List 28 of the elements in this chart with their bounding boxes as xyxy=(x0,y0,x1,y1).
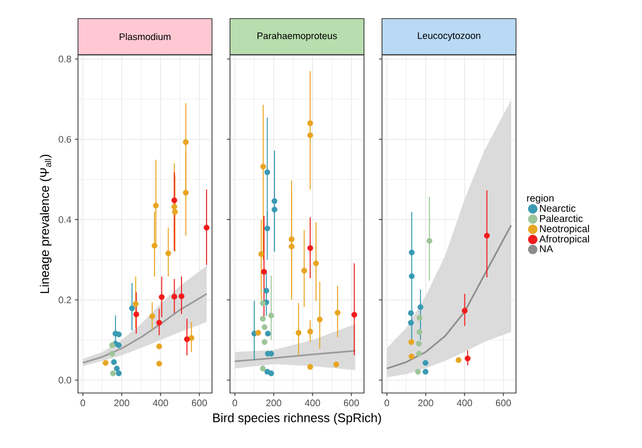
legend-label: NA xyxy=(540,245,554,252)
x-tick-label: 0 xyxy=(80,400,86,406)
x-tick-label: 400 xyxy=(152,400,168,406)
legend-label: Nearctic xyxy=(540,204,576,212)
x-axis-title: Bird species richness (SpRich) xyxy=(213,413,381,425)
x-tick-label: 400 xyxy=(304,400,320,406)
x-tick-label: 200 xyxy=(418,400,434,406)
chart-title: Leucocytozoon xyxy=(418,32,480,41)
legend-title: region xyxy=(527,194,554,204)
y-tick-label: 0.0 xyxy=(58,376,72,384)
x-tick-label: 600 xyxy=(192,400,207,406)
y-tick-label: 0.2 xyxy=(58,296,72,304)
y-tick-label: 0.8 xyxy=(58,56,72,62)
legend-label: Afrotropical xyxy=(539,235,589,244)
x-tick-label: 600 xyxy=(496,400,511,406)
x-tick-label: 600 xyxy=(344,400,359,406)
y-tick-label: 0.6 xyxy=(58,136,72,143)
y-axis-title: Lineage prevalence (Ψ$_{all}$) xyxy=(40,154,52,294)
legend-label: Palearctic xyxy=(540,214,583,222)
y-tick-label: 0.4 xyxy=(58,216,72,223)
chart-title: Plasmodium xyxy=(120,33,170,40)
x-tick-label: 0 xyxy=(384,400,390,406)
x-tick-label: 0 xyxy=(232,400,238,406)
chart-title: Parahaemoproteus xyxy=(258,32,337,42)
x-tick-label: 200 xyxy=(266,400,282,406)
x-tick-label: 400 xyxy=(456,400,472,406)
legend-label: Neotropical xyxy=(540,224,589,234)
x-tick-label: 200 xyxy=(114,400,130,406)
